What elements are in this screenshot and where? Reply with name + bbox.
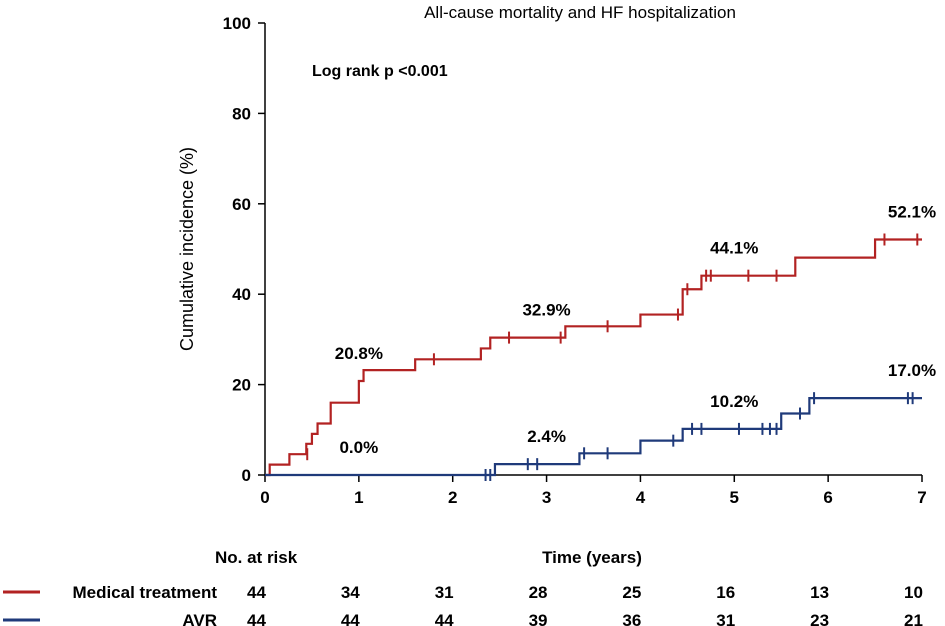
- x-tick-label: 1: [354, 488, 363, 507]
- series-layer: [265, 233, 922, 481]
- y-axis-title: Cumulative incidence (%): [177, 147, 197, 351]
- x-axis-title: Time (years): [542, 548, 642, 567]
- x-tick-label: 0: [260, 488, 269, 507]
- annotation-medical-treatment: 32.9%: [522, 301, 570, 320]
- annotation-medical-treatment: 20.8%: [335, 344, 383, 363]
- x-tick-label: 6: [823, 488, 832, 507]
- risk-value-avr: 21: [904, 611, 923, 626]
- x-tick-label: 7: [917, 488, 926, 507]
- risk-value-medical-treatment: 28: [529, 583, 548, 602]
- annotation-avr: 2.4%: [527, 427, 566, 446]
- risk-value-medical-treatment: 16: [716, 583, 735, 602]
- y-tick-label: 20: [232, 376, 251, 395]
- risk-value-medical-treatment: 34: [341, 583, 360, 602]
- risk-table: Medical treatment 44 34 31 28 25 16 13 10 AVR 44 44…: [3, 583, 923, 626]
- risk-value-avr: 39: [529, 611, 548, 626]
- risk-value-medical-treatment: 10: [904, 583, 923, 602]
- annotation-avr: 10.2%: [710, 392, 758, 411]
- logrank-pvalue: Log rank p <0.001: [312, 63, 448, 80]
- risk-value-avr: 36: [622, 611, 641, 626]
- risk-row-label-avr: AVR: [182, 611, 217, 626]
- risk-value-avr: 23: [810, 611, 829, 626]
- x-tick-label: 5: [730, 488, 739, 507]
- risk-table-header: No. at risk: [215, 548, 298, 567]
- y-tick-label: 0: [242, 466, 251, 485]
- axes: 0 1 2 3 4 5 6 7 0 20 40 60 80 100: [223, 14, 927, 507]
- y-tick-label: 80: [232, 104, 251, 123]
- annotation-avr: 17.0%: [888, 361, 936, 380]
- series-line-medical-treatment: [265, 238, 922, 477]
- y-tick-label: 60: [232, 195, 251, 214]
- annotation-avr: 0.0%: [339, 438, 378, 457]
- x-tick-label: 4: [636, 488, 646, 507]
- risk-row-label-medical-treatment: Medical treatment: [72, 583, 217, 602]
- risk-value-avr: 44: [341, 611, 360, 626]
- x-tick-label: 3: [542, 488, 551, 507]
- x-tick-label: 2: [448, 488, 457, 507]
- y-tick-label: 40: [232, 285, 251, 304]
- risk-value-medical-treatment: 13: [810, 583, 829, 602]
- annotation-medical-treatment: 44.1%: [710, 239, 758, 258]
- chart-title: All-cause mortality and HF hospitalizati…: [424, 3, 736, 22]
- y-tick-label: 100: [223, 14, 251, 33]
- risk-value-avr: 31: [716, 611, 735, 626]
- annotation-medical-treatment: 52.1%: [888, 203, 936, 222]
- annotation-layer: 20.8% 32.9% 44.1% 52.1% 0.0% 2.4% 10.2% 17.0%: [335, 203, 936, 457]
- risk-value-medical-treatment: 44: [247, 583, 266, 602]
- risk-value-avr: 44: [435, 611, 454, 626]
- risk-value-medical-treatment: 25: [622, 583, 641, 602]
- risk-value-avr: 44: [247, 611, 266, 626]
- risk-value-medical-treatment: 31: [435, 583, 454, 602]
- series-line-avr: [265, 397, 922, 477]
